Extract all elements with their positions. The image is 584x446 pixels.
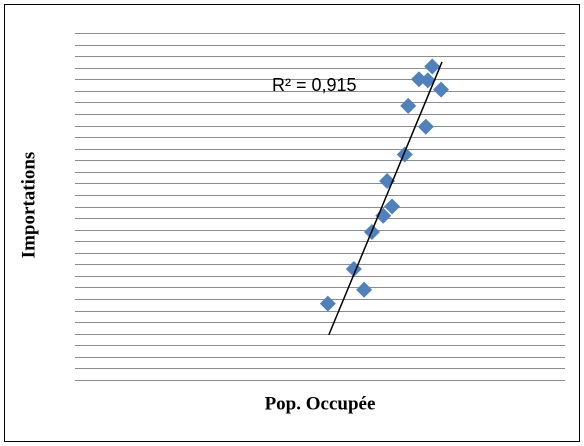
annotation: R² = 0,915	[272, 75, 357, 95]
scatter-point	[424, 58, 441, 75]
chart-border	[4, 4, 580, 442]
scatter-point	[384, 198, 401, 215]
scatter-point	[400, 97, 417, 114]
x-axis-label: Pop. Occupée	[265, 393, 376, 414]
y-axis-label: Importations	[18, 152, 39, 259]
trendline	[328, 61, 443, 336]
scatter-point	[356, 281, 373, 298]
scatter-point	[433, 81, 450, 98]
scatter-point	[419, 72, 436, 89]
scatter-point	[319, 295, 336, 312]
scatter-point	[417, 118, 434, 135]
scatter-point	[396, 146, 413, 163]
